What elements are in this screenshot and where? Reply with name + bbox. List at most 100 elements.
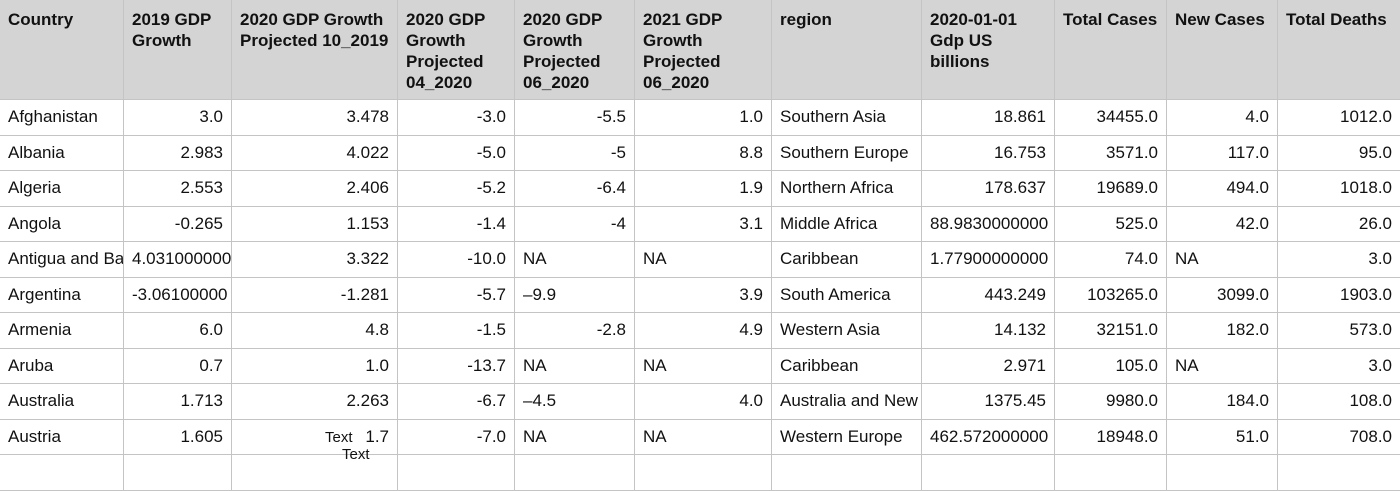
cell-gdp-2020-proj-04-2020[interactable]: -1.4: [398, 206, 515, 242]
cell-new-cases[interactable]: NA: [1167, 348, 1278, 384]
cell-gdp-2020-proj-10-2019[interactable]: 4.8: [232, 313, 398, 349]
cell-gdp-2020-proj-06-2020[interactable]: –9.9: [515, 277, 635, 313]
cell-total-deaths[interactable]: 708.0: [1278, 419, 1400, 455]
cell-gdp-2020-proj-06-2020[interactable]: -2.8: [515, 313, 635, 349]
cell-gdp-2020-proj-10-2019[interactable]: 3.478: [232, 100, 398, 136]
cell-total-deaths[interactable]: 108.0: [1278, 384, 1400, 420]
column-header-gdp-2019[interactable]: 2019 GDP Growth: [124, 0, 232, 100]
cell-country[interactable]: Argentina: [0, 277, 124, 313]
column-header-region[interactable]: region: [772, 0, 922, 100]
cell-total-cases[interactable]: 525.0: [1055, 206, 1167, 242]
cell-country[interactable]: Albania: [0, 135, 124, 171]
cell-gdp-2020-proj-10-2019[interactable]: 1.7: [232, 419, 398, 455]
column-header-gdp-2020-proj-04-2020[interactable]: 2020 GDP Growth Projected 04_2020: [398, 0, 515, 100]
cell-gdp-2019[interactable]: 2.553: [124, 171, 232, 207]
cell-new-cases[interactable]: 117.0: [1167, 135, 1278, 171]
cell-gdp-2021-proj-06-2020[interactable]: 4.0: [635, 384, 772, 420]
cell-region[interactable]: Western Asia: [772, 313, 922, 349]
cell-gdp-us-billions[interactable]: 1.77900000000: [922, 242, 1055, 278]
cell-gdp-us-billions[interactable]: 14.132: [922, 313, 1055, 349]
cell-gdp-2020-proj-06-2020[interactable]: -5: [515, 135, 635, 171]
cell-gdp-2020-proj-06-2020[interactable]: NA: [515, 419, 635, 455]
cell-gdp-2019[interactable]: 0.7: [124, 348, 232, 384]
cell-gdp-2019[interactable]: 1.605: [124, 419, 232, 455]
cell-country[interactable]: Australia: [0, 384, 124, 420]
cell-country[interactable]: Afghanistan: [0, 100, 124, 136]
cell-region[interactable]: Caribbean: [772, 348, 922, 384]
cell-total-deaths[interactable]: 95.0: [1278, 135, 1400, 171]
cell-gdp-us-billions[interactable]: 18.861: [922, 100, 1055, 136]
cell-total-deaths[interactable]: 1903.0: [1278, 277, 1400, 313]
cell-total-deaths[interactable]: 1012.0: [1278, 100, 1400, 136]
cell-gdp-2021-proj-06-2020[interactable]: NA: [635, 242, 772, 278]
cell-total-cases[interactable]: 19689.0: [1055, 171, 1167, 207]
cell-gdp-us-billions[interactable]: 88.9830000000: [922, 206, 1055, 242]
cell-gdp-2020-proj-06-2020[interactable]: NA: [515, 242, 635, 278]
cell-gdp-2019[interactable]: 1.713: [124, 384, 232, 420]
cell-region[interactable]: Southern Asia: [772, 100, 922, 136]
cell-gdp-2021-proj-06-2020[interactable]: 1.0: [635, 100, 772, 136]
cell-gdp-2021-proj-06-2020[interactable]: 3.1: [635, 206, 772, 242]
cell-gdp-2021-proj-06-2020[interactable]: 1.9: [635, 171, 772, 207]
cell-country[interactable]: Antigua and Ba: [0, 242, 124, 278]
cell-new-cases[interactable]: 4.0: [1167, 100, 1278, 136]
cell-total-cases[interactable]: 18948.0: [1055, 419, 1167, 455]
cell-gdp-us-billions[interactable]: 178.637: [922, 171, 1055, 207]
cell-gdp-2020-proj-10-2019[interactable]: 2.263: [232, 384, 398, 420]
cell-gdp-2021-proj-06-2020[interactable]: 3.9: [635, 277, 772, 313]
cell-gdp-2020-proj-04-2020[interactable]: -10.0: [398, 242, 515, 278]
cell-region[interactable]: South America: [772, 277, 922, 313]
cell-total-deaths[interactable]: 573.0: [1278, 313, 1400, 349]
cell-gdp-2021-proj-06-2020[interactable]: NA: [635, 348, 772, 384]
cell-country[interactable]: Angola: [0, 206, 124, 242]
cell-new-cases[interactable]: 494.0: [1167, 171, 1278, 207]
cell-region[interactable]: Caribbean: [772, 242, 922, 278]
cell-gdp-2020-proj-04-2020[interactable]: -5.7: [398, 277, 515, 313]
floating-text-label[interactable]: Text: [342, 446, 370, 463]
cell-total-cases[interactable]: 74.0: [1055, 242, 1167, 278]
cell-gdp-2020-proj-10-2019[interactable]: -1.281: [232, 277, 398, 313]
cell-gdp-2020-proj-06-2020[interactable]: -5.5: [515, 100, 635, 136]
column-header-total-cases[interactable]: Total Cases: [1055, 0, 1167, 100]
cell-gdp-2021-proj-06-2020[interactable]: 8.8: [635, 135, 772, 171]
cell-gdp-2020-proj-06-2020[interactable]: –4.5: [515, 384, 635, 420]
cell-gdp-us-billions[interactable]: 16.753: [922, 135, 1055, 171]
cell-new-cases[interactable]: 184.0: [1167, 384, 1278, 420]
cell-region[interactable]: Northern Africa: [772, 171, 922, 207]
cell-gdp-2019[interactable]: 2.983: [124, 135, 232, 171]
cell-gdp-2019[interactable]: -3.06100000: [124, 277, 232, 313]
column-header-gdp-us-billions[interactable]: 2020-01-01 Gdp US billions: [922, 0, 1055, 100]
cell-total-cases[interactable]: 105.0: [1055, 348, 1167, 384]
cell-gdp-2020-proj-06-2020[interactable]: -6.4: [515, 171, 635, 207]
cell-new-cases[interactable]: 182.0: [1167, 313, 1278, 349]
cell-total-deaths[interactable]: 3.0: [1278, 242, 1400, 278]
cell-gdp-2020-proj-04-2020[interactable]: -5.2: [398, 171, 515, 207]
cell-gdp-2020-proj-06-2020[interactable]: NA: [515, 348, 635, 384]
cell-country[interactable]: Armenia: [0, 313, 124, 349]
cell-gdp-2021-proj-06-2020[interactable]: 4.9: [635, 313, 772, 349]
cell-new-cases[interactable]: 3099.0: [1167, 277, 1278, 313]
cell-total-cases[interactable]: 103265.0: [1055, 277, 1167, 313]
cell-total-deaths[interactable]: 26.0: [1278, 206, 1400, 242]
cell-gdp-2020-proj-10-2019[interactable]: 4.022: [232, 135, 398, 171]
cell-total-cases[interactable]: 32151.0: [1055, 313, 1167, 349]
cell-gdp-2020-proj-10-2019[interactable]: 3.322: [232, 242, 398, 278]
cell-gdp-2020-proj-04-2020[interactable]: -3.0: [398, 100, 515, 136]
cell-region[interactable]: Middle Africa: [772, 206, 922, 242]
cell-gdp-2020-proj-10-2019[interactable]: 1.153: [232, 206, 398, 242]
cell-region[interactable]: Western Europe: [772, 419, 922, 455]
cell-total-deaths[interactable]: 3.0: [1278, 348, 1400, 384]
column-header-gdp-2021-proj-06-2020[interactable]: 2021 GDP Growth Projected 06_2020: [635, 0, 772, 100]
cell-gdp-2019[interactable]: -0.265: [124, 206, 232, 242]
cell-total-cases[interactable]: 34455.0: [1055, 100, 1167, 136]
cell-gdp-2020-proj-10-2019[interactable]: 2.406: [232, 171, 398, 207]
cell-region[interactable]: Australia and New: [772, 384, 922, 420]
cell-new-cases[interactable]: 42.0: [1167, 206, 1278, 242]
column-header-gdp-2020-proj-06-2020[interactable]: 2020 GDP Growth Projected 06_2020: [515, 0, 635, 100]
cell-gdp-2019[interactable]: 3.0: [124, 100, 232, 136]
cell-gdp-2021-proj-06-2020[interactable]: NA: [635, 419, 772, 455]
column-header-country[interactable]: Country: [0, 0, 124, 100]
cell-gdp-2019[interactable]: 4.031000000: [124, 242, 232, 278]
column-header-total-deaths[interactable]: Total Deaths: [1278, 0, 1400, 100]
cell-gdp-2020-proj-04-2020[interactable]: -1.5: [398, 313, 515, 349]
